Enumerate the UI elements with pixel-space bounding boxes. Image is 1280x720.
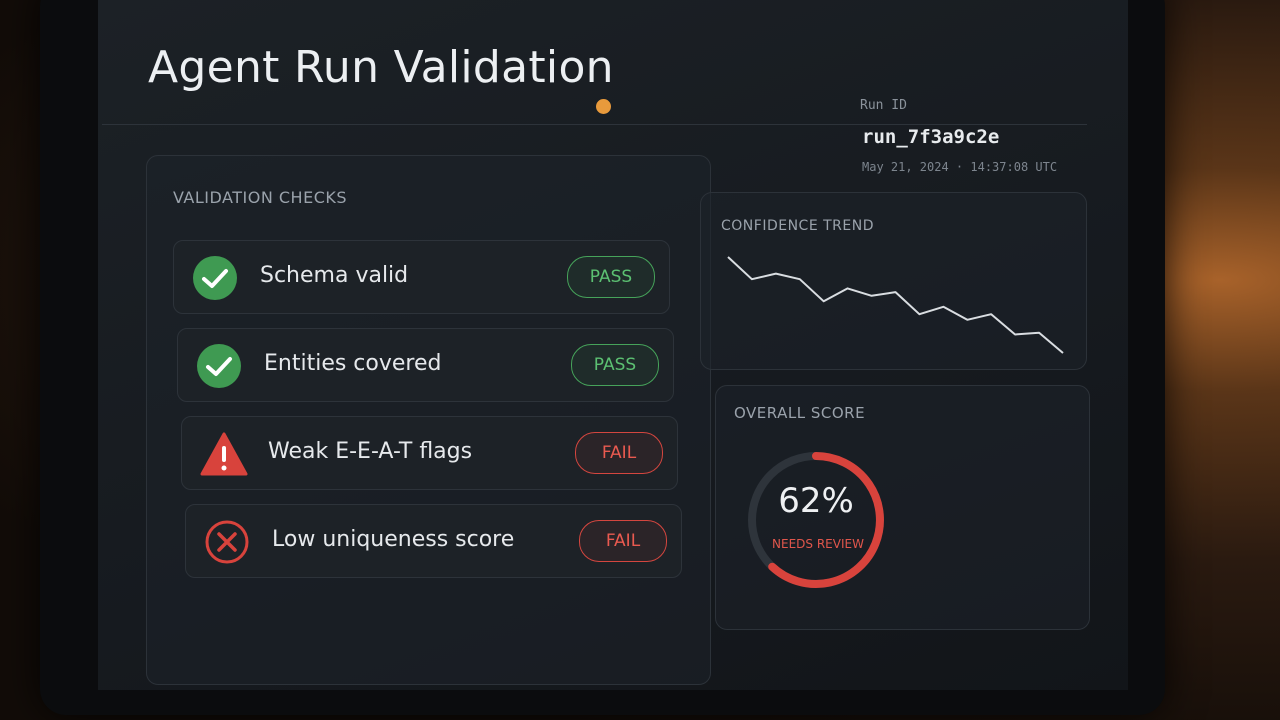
trend-chart <box>727 256 1064 354</box>
check-row: Schema valid PASS <box>173 240 670 314</box>
status-dot <box>596 99 611 114</box>
score-panel <box>715 385 1090 630</box>
page-title: Agent Run Validation <box>148 42 614 93</box>
fail-icon <box>205 520 249 564</box>
check-label: Low uniqueness score <box>272 527 515 552</box>
status-pill: PASS <box>567 256 655 298</box>
trend-line <box>727 256 1064 354</box>
score-value: 62% <box>778 481 854 521</box>
trend-panel <box>700 192 1087 370</box>
check-row: Entities covered PASS <box>177 328 674 402</box>
timestamp: May 21, 2024 · 14:37:08 UTC <box>862 160 1058 174</box>
pass-icon <box>197 344 241 388</box>
run-id-label: Run ID <box>860 98 907 113</box>
pass-icon <box>193 256 237 300</box>
check-label: Schema valid <box>260 263 409 288</box>
panel-title: OVERALL SCORE <box>734 404 866 422</box>
check-row: Weak E-E-A-T flags FAIL <box>181 416 678 490</box>
panel-title: CONFIDENCE TREND <box>721 218 874 234</box>
ring-arc <box>768 452 884 588</box>
status-pill: PASS <box>571 344 659 386</box>
check-row: Low uniqueness score FAIL <box>185 504 682 578</box>
divider <box>102 124 1087 125</box>
run-id: run_7f3a9c2e <box>862 126 1000 148</box>
status-pill: FAIL <box>579 520 667 562</box>
check-label: Weak E-E-A-T flags <box>268 439 473 464</box>
panel-title: VALIDATION CHECKS <box>173 188 348 207</box>
check-label: Entities covered <box>264 351 442 376</box>
score-ring: 62% NEEDS REVIEW <box>748 452 884 588</box>
warning-icon <box>200 432 248 476</box>
score-status: NEEDS REVIEW <box>772 537 864 551</box>
status-pill: FAIL <box>575 432 663 474</box>
